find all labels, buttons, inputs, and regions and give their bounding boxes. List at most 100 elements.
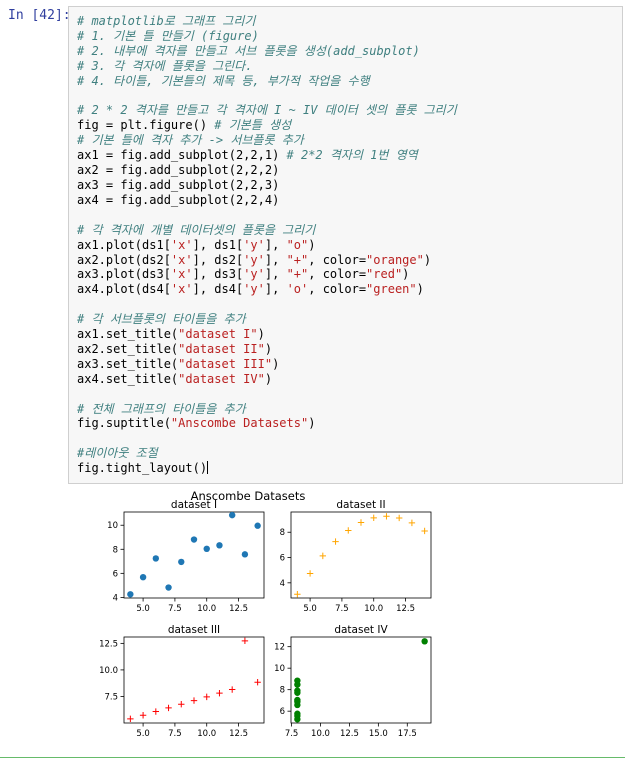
code-string: 'y' [243,237,265,252]
subplot-title: dataset III [168,624,220,636]
x-tick-label: 5.0 [136,604,150,614]
data-point [370,514,377,522]
data-point [395,514,403,522]
cell-bottom-border [0,757,625,758]
code-string: 'y' [243,282,265,297]
x-tick-label: 12.5 [340,729,359,739]
y-tick-label: 8 [113,545,118,555]
code-string: 'y' [243,267,265,282]
data-point [332,538,339,545]
x-tick-label: 7.5 [335,604,349,614]
code-comment: # matplotlib로 그래프 그리기 [77,14,256,28]
x-tick-label: 17.5 [398,729,417,739]
code-token: ) [264,371,273,386]
code-line: # 전체 그래프의 타이틀을 추가 [77,402,246,416]
subplot-title: dataset I [171,499,217,511]
data-point [345,527,352,534]
code-comment: # 각 서브플롯의 타이틀을 추가 [77,312,246,327]
code-line: ax1.set_title("dataset I") [77,327,265,341]
code-comment: # 기본틀 생성 [214,118,292,133]
figure-suptitle: Anscombe Datasets [191,489,306,503]
code-string: 'y' [243,252,265,267]
code-comment: # 2*2 격자의 1번 영역 [286,148,418,163]
data-point [127,715,134,723]
code-token: ) [308,416,316,431]
data-point [139,573,147,581]
code-line: ax3.set_title("dataset III") [77,357,279,371]
subplot-frame [123,636,265,724]
code-token: ) [402,267,410,282]
code-line: ax3.plot(ds3['x'], ds3['y'], "+", color=… [77,267,409,281]
data-point [421,527,428,535]
code-token: ], [264,267,287,282]
code-token: ax1.plot(ds1[ [77,237,171,252]
code-line: ax2 = fig.add_subplot(2,2,2) [77,163,279,177]
code-string: "dataset IV" [178,371,265,386]
code-line: # 2 * 2 격자를 만들고 각 격자에 I ~ IV 데이터 셋의 플롯 그… [77,103,457,117]
code-string: "dataset III" [178,356,273,371]
code-token: ax4.plot(ds4[ [77,282,171,297]
y-tick-label: 12 [274,643,285,653]
y-tick-label: 10.0 [99,666,118,676]
code-line: # 각 격자에 개별 데이터셋의 플롯을 그리기 [77,223,315,237]
code-string: 'x' [170,237,193,252]
data-point [203,545,210,553]
code-token: , color= [308,267,367,282]
data-point [357,519,365,526]
code-string: "dataset II" [178,341,265,356]
code-token: ax4 = fig.add_subplot(2,2,4) [77,192,280,207]
code-token: fig.tight_layout() [77,461,208,476]
code-line: fig.suptitle("Anscombe Datasets") [77,416,315,430]
data-point [294,681,301,688]
code-line: # 1. 기본 틀 만들기 (figure) [77,29,259,43]
data-point [294,591,301,598]
code-string: "dataset I" [178,327,258,342]
code-comment: # 2. 내부에 격자를 만들고 서브 플롯을 생성(add_subplot) [77,43,420,58]
code-comment: # 각 격자에 개별 데이터셋의 플롯을 그리기 [77,222,316,237]
cell-prompt: In [42]: [8,8,71,23]
y-tick-label: 8 [280,686,285,696]
code-input-area[interactable]: # matplotlib로 그래프 그리기 # 1. 기본 틀 만들기 (fig… [68,6,623,484]
code-token: ], ds3[ [192,267,244,282]
subplot-frame [123,511,265,599]
cell-output: Anscombe Datasets dataset I 5.0 7.5 10.0 12.… [68,486,623,756]
data-point [216,542,223,549]
y-tick-label: 7.5 [104,692,118,702]
code-line: # 3. 각 격자에 플롯을 그린다. [77,59,252,73]
y-tick-label: 12.5 [99,639,118,649]
code-string: 'x' [170,267,193,282]
code-token: ) [257,327,265,342]
code-line: # 4. 타이틀, 기본틀의 제목 등, 부가적 작업을 수행 [77,74,370,88]
data-point [152,708,160,715]
subplot-title: dataset II [336,499,385,511]
x-tick-label: 10.0 [197,604,216,614]
code-editor[interactable]: # matplotlib로 그래프 그리기 # 1. 기본 틀 만들기 (fig… [77,14,457,476]
y-tick-label: 10 [274,664,285,674]
x-tick-label: 7.5 [168,729,182,739]
data-point [152,555,160,562]
code-line: ax1 = fig.add_subplot(2,2,1) # 2*2 격자의 1… [77,148,418,162]
code-line: ax4.set_title("dataset IV") [77,372,272,386]
code-token: ], ds2[ [192,252,244,267]
code-comment: # 1. 기본 틀 만들기 (figure) [77,28,259,43]
code-comment: # 기본 틀에 격자 추가 -> 서브플롯 추가 [77,133,304,148]
code-token: ) [308,237,316,252]
code-string: 'x' [170,252,193,267]
x-tick-label: 5.0 [303,604,317,614]
data-point [228,686,236,693]
data-point [306,570,314,577]
code-line: fig.tight_layout() [77,461,209,476]
code-comment: # 전체 그래프의 타이틀을 추가 [77,401,246,416]
data-point [178,558,185,566]
code-line: ax4.plot(ds4['x'], ds4['y'], 'o', color=… [77,282,424,296]
code-comment: #레이아웃 조절 [77,446,158,461]
code-string: "orange" [366,252,424,267]
x-tick-label: 15.0 [369,729,388,739]
code-string: "red" [366,267,403,282]
data-point [294,698,301,705]
code-string: "+" [286,267,309,282]
code-token: ) [272,356,280,371]
code-line: ax2.plot(ds2['x'], ds2['y'], "+", color=… [77,253,431,267]
code-line: # matplotlib로 그래프 그리기 [77,14,255,28]
subplot-frame [290,636,432,724]
